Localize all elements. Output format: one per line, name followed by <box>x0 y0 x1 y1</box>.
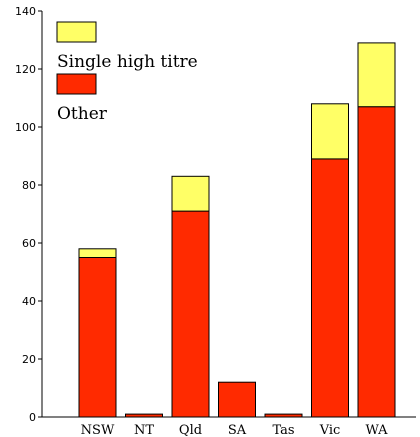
bar-vic-other <box>311 158 349 418</box>
legend-swatch-other <box>56 73 97 95</box>
category-label-nsw: NSW <box>81 423 115 437</box>
y-tick-label-40: 40 <box>22 295 36 308</box>
y-tick-label-0: 0 <box>29 411 36 424</box>
category-label-tas: Tas <box>272 423 294 437</box>
y-tick-label-20: 20 <box>22 353 36 366</box>
category-label-nt: NT <box>134 423 154 437</box>
category-label-wa: WA <box>365 423 388 437</box>
y-tick-label-140: 140 <box>15 5 36 18</box>
legend-label-single-high-titre: Single high titre <box>57 52 198 72</box>
bar-wa-single-high-titre <box>357 42 396 108</box>
y-tick-label-100: 100 <box>15 121 36 134</box>
category-label-qld: Qld <box>179 423 202 437</box>
bar-qld-single-high-titre <box>171 175 210 212</box>
axes-group: NSW NT Qld SA Tas Vic WA 0 20 40 60 80 100 120 140 <box>15 5 416 437</box>
legend: Single high titre Other <box>56 21 198 124</box>
bar-vic-single-high-titre <box>311 103 349 160</box>
bar-nsw-single-high-titre <box>78 248 117 259</box>
y-tick-label-60: 60 <box>22 237 36 250</box>
bar-wa-other <box>357 106 396 418</box>
y-tick-label-120: 120 <box>15 63 36 76</box>
category-label-vic: Vic <box>319 423 341 437</box>
bars-group <box>78 42 396 418</box>
bar-nsw-other <box>78 257 117 418</box>
bar-sa-other <box>218 381 256 418</box>
legend-swatch-single-high-titre <box>56 21 97 43</box>
bar-qld-other <box>171 210 210 418</box>
category-label-sa: SA <box>228 423 247 437</box>
legend-label-other: Other <box>57 104 108 124</box>
y-tick-label-80: 80 <box>22 179 36 192</box>
